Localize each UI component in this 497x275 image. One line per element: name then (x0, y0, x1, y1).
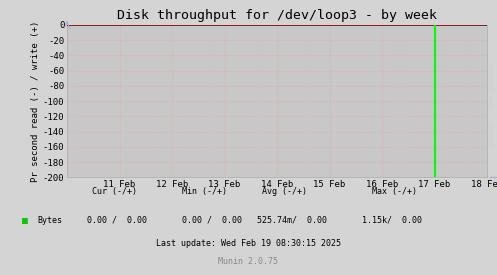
Text: Cur (-/+)         Min (-/+)       Avg (-/+)             Max (-/+): Cur (-/+) Min (-/+) Avg (-/+) Max (-/+) (67, 187, 417, 196)
Y-axis label: Pr second read (-) / write (+): Pr second read (-) / write (+) (31, 20, 40, 182)
Text: 0.00 /  0.00       0.00 /  0.00   525.74m/  0.00       1.15k/  0.00: 0.00 / 0.00 0.00 / 0.00 525.74m/ 0.00 1.… (67, 216, 422, 225)
Text: RRDTOOL / TOBI OETIKER: RRDTOOL / TOBI OETIKER (490, 63, 495, 146)
Text: Last update: Wed Feb 19 08:30:15 2025: Last update: Wed Feb 19 08:30:15 2025 (156, 239, 341, 248)
Text: ■: ■ (22, 216, 28, 226)
Text: Bytes: Bytes (37, 216, 62, 225)
Text: Munin 2.0.75: Munin 2.0.75 (219, 257, 278, 266)
Title: Disk throughput for /dev/loop3 - by week: Disk throughput for /dev/loop3 - by week (117, 9, 437, 22)
